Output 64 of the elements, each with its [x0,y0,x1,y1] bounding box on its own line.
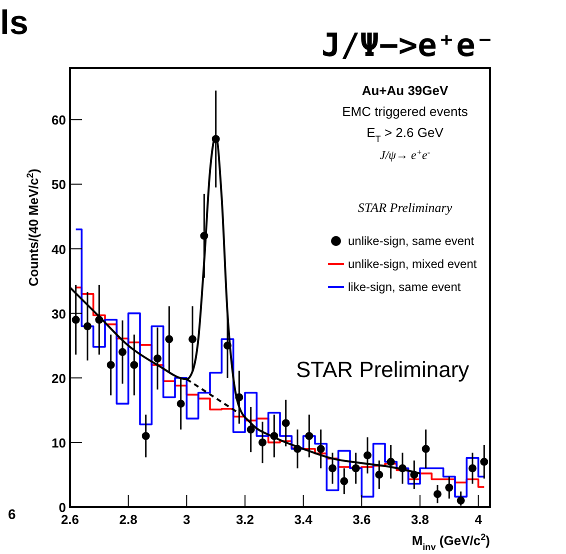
legend-label: like-sign, same event [348,280,462,294]
point [154,354,162,363]
point [142,432,150,440]
point [188,335,196,344]
point [72,316,80,324]
point [398,464,406,472]
y-tick-label: 40 [52,242,66,257]
chart-title: J/Ψ−>e⁺e⁻ [321,26,495,64]
point [316,444,325,453]
y-tick-label: 50 [52,177,66,192]
point [328,464,336,472]
point [176,400,185,408]
point [456,496,465,505]
point [468,464,476,472]
point [352,464,360,472]
annotation: STAR Preliminary [296,357,470,382]
point [258,438,266,446]
x-tick-label: 3.6 [352,512,371,527]
x-tick-label: 3.4 [294,512,314,527]
annotation: Au+Au 39GeV [362,83,448,98]
x-tick-label: 3 [183,512,190,527]
point [106,360,115,369]
point [200,232,208,240]
point [410,470,418,479]
point [95,316,104,324]
point [165,335,174,344]
text: 6 [8,506,16,522]
point [305,432,314,440]
y-tick-label: 60 [52,112,66,128]
point [434,490,442,498]
point [375,470,384,479]
legend-label: unlike-sign, mixed event [348,257,478,271]
legend-label: unlike-sign, same event [348,234,475,248]
point [340,477,348,486]
point [294,444,302,453]
point [282,419,290,428]
point [246,426,255,434]
x-tick-label: 2.6 [60,512,80,527]
annotation: EMC triggered events [342,104,468,119]
point [422,444,430,453]
point [480,458,488,466]
annotation: J/ψ→ e$^{+}$e$^{-}$ [380,148,430,162]
point [235,393,244,402]
y-tick-label: 0 [58,500,66,515]
x-tick-label: 3.2 [236,512,254,527]
point [212,135,220,144]
y-tick-label: 20 [52,370,66,386]
x-tick-label: 2.8 [119,512,138,527]
x-axis-title: M$_{inv}$ (GeV/c$^{2}$) [412,532,490,552]
point [364,451,372,460]
annotation: E$_{T}$ > 2.6 GeV [366,125,444,144]
y-tick-label: 10 [52,435,66,450]
annotation: STAR Preliminary [358,200,452,215]
point [445,484,454,492]
point [270,432,278,440]
x-tick-label: 3.8 [410,512,430,527]
point [130,360,138,369]
x-tick-label: 4 [474,512,483,527]
point [118,348,126,356]
point [386,458,395,466]
point [224,342,232,350]
text: ls [0,4,28,42]
point [84,322,92,330]
y-tick-label: 30 [52,306,66,322]
